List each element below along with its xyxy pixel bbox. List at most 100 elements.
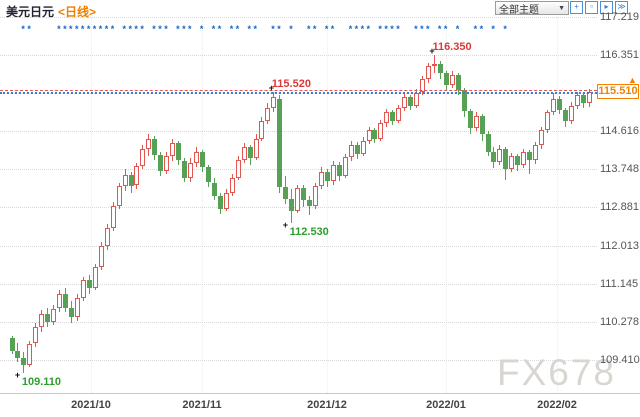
- themes-dropdown[interactable]: 全部主题 ▼: [495, 1, 569, 16]
- snapshot-icon[interactable]: ▫: [585, 1, 598, 14]
- event-star-icon: *: [366, 24, 371, 34]
- candle: [384, 112, 390, 124]
- candle: [199, 151, 205, 168]
- x-axis-label: 2021/10: [71, 399, 111, 411]
- scroll-right-icon[interactable]: ▸: [600, 1, 613, 14]
- candle: [45, 314, 51, 322]
- candle: [235, 160, 241, 179]
- candle: [556, 99, 562, 110]
- candle: [223, 192, 229, 209]
- candle: [455, 74, 461, 91]
- horizontal-gridline: [0, 359, 597, 361]
- candle: [527, 151, 533, 161]
- up-arrow-icon: ▲: [628, 75, 637, 85]
- event-star-icon: *: [277, 24, 281, 34]
- event-star-icon: *: [69, 24, 73, 34]
- candle: [426, 66, 431, 80]
- candle: [545, 112, 550, 130]
- event-star-icon: *: [253, 24, 258, 34]
- candle: [568, 105, 574, 121]
- candle: [205, 167, 211, 183]
- candle: [33, 327, 39, 344]
- event-star-icon: *: [152, 24, 156, 34]
- candle: [128, 175, 134, 186]
- candle: [283, 186, 289, 199]
- candle: [146, 138, 152, 149]
- candle: [354, 145, 360, 154]
- y-axis-label: 110.278: [600, 315, 639, 328]
- event-star-icon: *: [271, 24, 275, 34]
- candle: [509, 156, 515, 170]
- candle: [402, 96, 408, 108]
- candle: [253, 138, 259, 159]
- jump-to-latest-icon[interactable]: ≫: [615, 1, 628, 14]
- candle: [485, 134, 491, 152]
- candle: [372, 129, 378, 139]
- event-star-icon: *: [122, 24, 127, 34]
- event-star-icon: *: [420, 24, 424, 34]
- event-star-icon: *: [348, 24, 353, 34]
- candle: [420, 79, 426, 93]
- candle: [580, 94, 586, 104]
- last-price-line: [0, 92, 597, 94]
- themes-dropdown-label: 全部主题: [499, 4, 539, 16]
- candle: [122, 175, 128, 186]
- candle: [116, 185, 122, 206]
- candle: [9, 338, 15, 351]
- event-star-icon: *: [479, 24, 484, 34]
- y-axis-label: 112.881: [600, 201, 639, 214]
- y-axis-label: 114.616: [600, 125, 639, 138]
- candle: [521, 151, 527, 165]
- zoom-in-icon[interactable]: +: [570, 1, 583, 14]
- candle: [312, 185, 318, 206]
- event-star-icon: *: [21, 24, 25, 34]
- event-star-icon: *: [176, 24, 180, 34]
- candle: [259, 121, 265, 139]
- candle: [182, 160, 188, 179]
- horizontal-gridline: [0, 169, 597, 171]
- event-star-icon: *: [378, 24, 382, 34]
- annotation-marker-icon: +: [14, 370, 21, 380]
- chart-toolbar: + ▫ ▸ ≫: [570, 1, 628, 14]
- x-axis-label: 2021/11: [182, 399, 222, 411]
- y-axis-label: 116.351: [600, 49, 639, 62]
- price-annotation: 109.110: [21, 376, 62, 388]
- event-star-icon: *: [354, 24, 359, 34]
- candle: [57, 294, 63, 309]
- candle: [152, 138, 158, 155]
- current-price-label: 115.510: [597, 84, 639, 99]
- event-star-icon: *: [182, 24, 186, 34]
- price-annotation: 115.520: [271, 77, 311, 90]
- y-axis-label: 112.013: [600, 239, 639, 252]
- event-star-icon: *: [396, 24, 400, 34]
- candle: [461, 90, 467, 111]
- event-star-icon: *: [98, 24, 103, 34]
- event-star-icon: *: [289, 24, 293, 34]
- candle: [390, 112, 396, 121]
- y-axis-label: 111.145: [600, 277, 639, 290]
- horizontal-gridline: [0, 131, 597, 133]
- horizontal-gridline: [0, 245, 597, 247]
- current-price-value: 115.510: [598, 85, 638, 97]
- candle: [342, 157, 348, 176]
- candle: [39, 314, 45, 328]
- chevron-down-icon: ▼: [558, 4, 565, 12]
- candle: [51, 308, 57, 322]
- candle: [194, 151, 199, 163]
- event-star-icon: *: [92, 24, 97, 34]
- candle-wick: [529, 149, 531, 174]
- candle: [515, 156, 521, 165]
- candle: [473, 116, 479, 128]
- event-star-icon: *: [307, 24, 311, 34]
- candle: [551, 99, 556, 113]
- event-star-icon: *: [473, 24, 478, 34]
- candle: [164, 156, 170, 171]
- candle: [539, 129, 545, 146]
- candle: [479, 116, 485, 135]
- timeframe-label: <日线>: [58, 5, 97, 19]
- candle: [15, 350, 21, 359]
- horizontal-gridline: [0, 55, 597, 57]
- event-star-icon: *: [188, 24, 192, 34]
- event-star-icon: *: [128, 24, 133, 34]
- horizontal-gridline: [0, 17, 597, 18]
